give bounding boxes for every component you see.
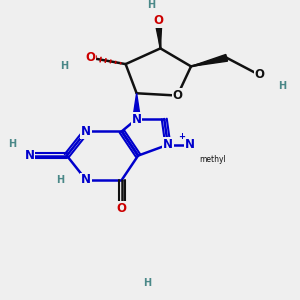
Text: N: N <box>163 138 173 151</box>
Text: H: H <box>56 175 64 185</box>
Text: H: H <box>60 61 68 70</box>
Text: O: O <box>254 68 264 82</box>
Text: H: H <box>143 278 151 288</box>
Text: O: O <box>172 89 182 102</box>
Text: N: N <box>25 149 34 162</box>
Text: O: O <box>117 202 127 215</box>
Text: N: N <box>185 138 195 151</box>
Text: N: N <box>132 112 142 125</box>
Polygon shape <box>155 20 162 48</box>
Polygon shape <box>133 93 140 119</box>
Text: H: H <box>278 81 286 91</box>
Text: H: H <box>147 0 155 10</box>
Text: H: H <box>8 139 16 149</box>
Text: O: O <box>85 51 96 64</box>
Text: methyl: methyl <box>199 155 226 164</box>
Text: N: N <box>81 173 91 186</box>
Polygon shape <box>191 55 227 66</box>
Text: O: O <box>153 14 163 27</box>
Text: N: N <box>81 125 91 138</box>
Text: +: + <box>178 132 186 141</box>
